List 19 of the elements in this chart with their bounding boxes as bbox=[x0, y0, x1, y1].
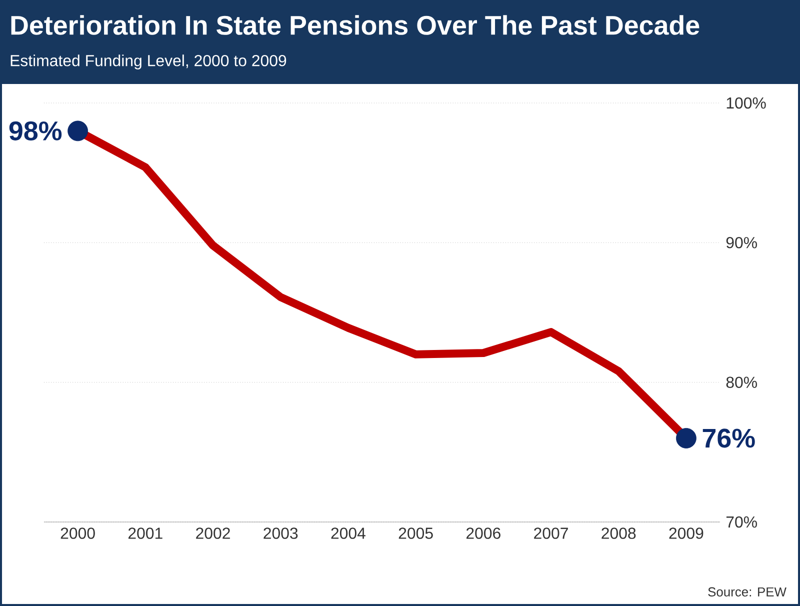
y-tick-label: 80% bbox=[726, 376, 757, 388]
x-tick-label: 2002 bbox=[196, 528, 230, 539]
x-tick-label: 2007 bbox=[534, 528, 568, 539]
chart-subtitle: Estimated Funding Level, 2000 to 2009 bbox=[10, 54, 286, 70]
y-tick-label: 100% bbox=[726, 97, 766, 109]
y-tick-label: 90% bbox=[726, 237, 757, 248]
data-label: 98% bbox=[9, 121, 62, 140]
x-tick-label: 2006 bbox=[466, 528, 500, 539]
data-label: 76% bbox=[702, 428, 755, 448]
chart-title: Deterioration In State Pensions Over The Past Decade bbox=[11, 15, 700, 35]
x-tick-label: 2003 bbox=[264, 528, 298, 539]
source-note: Source: PEW bbox=[708, 587, 786, 596]
x-tick-label: 2000 bbox=[60, 528, 95, 539]
y-tick-label: 70% bbox=[726, 516, 757, 528]
x-tick-label: 2005 bbox=[398, 528, 433, 539]
x-tick-label: 2001 bbox=[128, 528, 162, 539]
x-tick-label: 2004 bbox=[331, 528, 366, 539]
x-tick-label: 2008 bbox=[602, 528, 636, 539]
x-tick-label: 2009 bbox=[669, 528, 704, 539]
